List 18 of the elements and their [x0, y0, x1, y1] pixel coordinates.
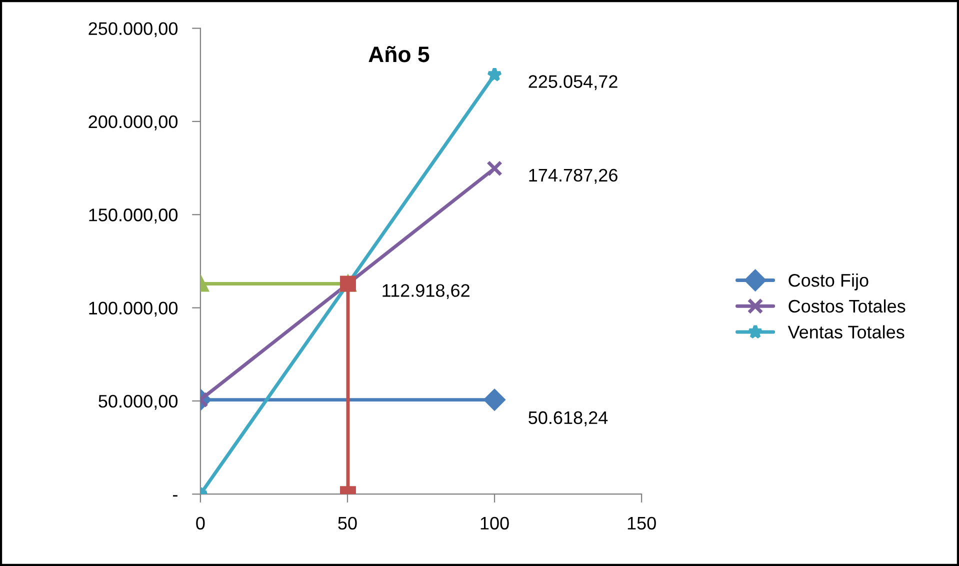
y-tick-label: 50.000,00	[98, 394, 178, 410]
data-label: 50.618,24	[528, 411, 608, 426]
data-label: 225.054,72	[528, 75, 618, 90]
legend-label: Costo Fijo	[788, 274, 868, 290]
x-tick-label: 150	[628, 516, 656, 530]
data-label: 112.918,62	[382, 284, 470, 300]
y-tick-label: 100.000,00	[89, 302, 178, 317]
x-tick-label: 0	[196, 516, 205, 530]
legend-label: Costos Totales	[788, 299, 906, 313]
y-tick-label: 150.000,00	[89, 208, 178, 224]
data-label: 174.787,26	[529, 168, 618, 184]
x-tick-label: 50	[338, 516, 357, 530]
x-tick-label: 100	[480, 516, 509, 530]
y-tick-label: 250.000,00	[88, 22, 178, 38]
text: Año 5	[368, 46, 430, 62]
legend-label: Ventas Totales	[788, 325, 904, 338]
y-tick-label: -	[173, 495, 178, 497]
y-tick-label: 200.000,00	[88, 115, 178, 130]
